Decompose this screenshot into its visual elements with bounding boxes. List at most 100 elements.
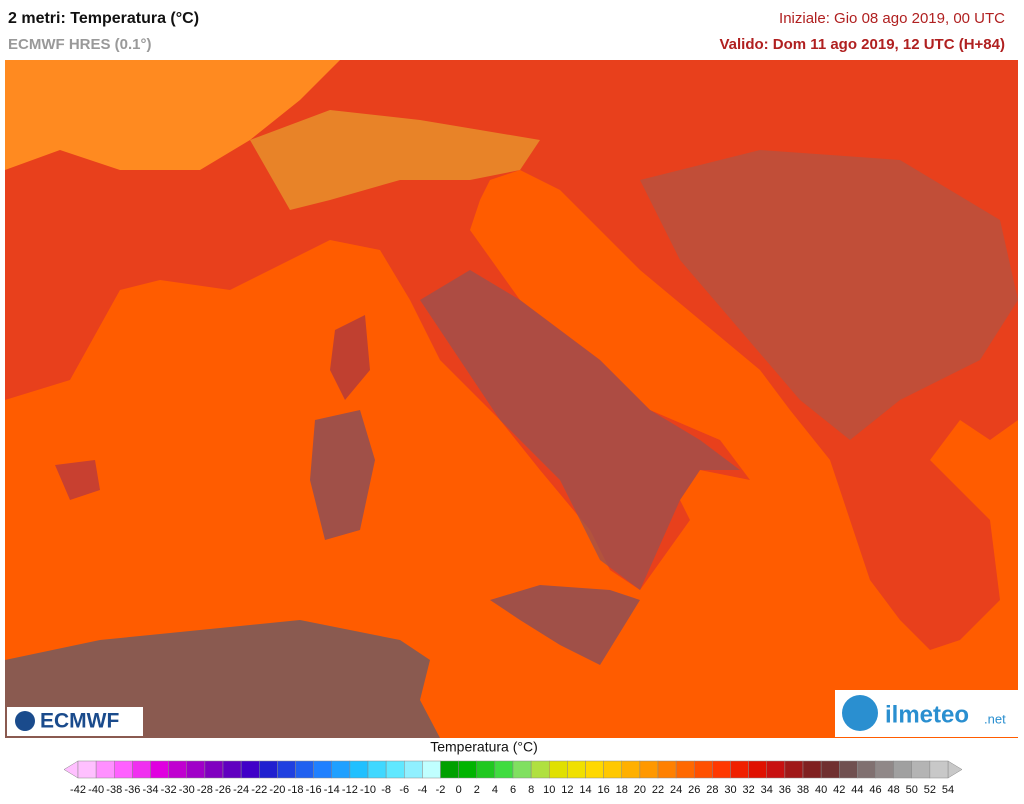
sardinia	[310, 410, 375, 540]
colorbar-tick-label: 36	[779, 784, 791, 796]
color-swatch	[114, 760, 133, 779]
color-swatch	[512, 760, 532, 779]
ecmwf-logo: ECMWF	[7, 707, 143, 736]
color-swatch	[675, 760, 695, 779]
colorbar-tick-label: 0	[456, 784, 462, 796]
logo-text: ECMWF	[40, 710, 119, 733]
colorbar-tick-label: 10	[543, 784, 555, 796]
color-swatch	[639, 760, 659, 779]
colorbar-tick-label: 48	[888, 784, 900, 796]
color-swatch	[277, 760, 296, 779]
colorbar-tick-label: -42	[70, 784, 86, 796]
color-swatch	[585, 760, 604, 779]
logo-suffix: .net	[984, 711, 1006, 726]
colorbar-tick-label: 12	[561, 784, 573, 796]
colorbar-tick-label: 4	[492, 784, 498, 796]
colorbar-tick-label: -38	[106, 784, 122, 796]
colorbar-tick-label: 2	[474, 784, 480, 796]
colorbar-tick-label: 32	[743, 784, 755, 796]
colorbar: -42 -40 -38 -36 -34 -32 -30 -28 -26 -24 -22 -20 -18-…	[63, 760, 963, 796]
colorbar-tick-label: 40	[815, 784, 827, 796]
color-swatch	[911, 760, 931, 779]
color-swatch	[331, 760, 351, 779]
color-swatch	[820, 760, 840, 779]
color-swatch	[494, 760, 514, 779]
color-swatch	[222, 760, 242, 779]
map	[5, 60, 1018, 738]
color-swatch	[766, 760, 786, 779]
colorbar-tick-label: -28	[197, 784, 213, 796]
colorbar-tick-label: 42	[833, 784, 845, 796]
color-swatch	[240, 760, 260, 779]
color-swatch	[530, 760, 550, 779]
color-swatch	[694, 760, 713, 779]
colorbar-tick-label: -2	[436, 784, 446, 796]
color-swatch	[367, 760, 387, 779]
logo-icon	[842, 695, 878, 731]
valid-time: Valido: Dom 11 ago 2019, 12 UTC (H+84)	[719, 36, 1005, 53]
color-swatch	[77, 760, 97, 779]
color-swatch	[549, 760, 568, 779]
color-swatch	[748, 760, 767, 779]
colorbar-tick-label: 22	[652, 784, 664, 796]
color-swatch	[657, 760, 677, 779]
color-swatch	[150, 760, 169, 779]
color-swatch	[730, 760, 749, 779]
land-balkans	[640, 150, 1018, 440]
colorbar-tick-label: 16	[598, 784, 610, 796]
colorbar-tick-label: 44	[851, 784, 863, 796]
title: 2 metri: Temperatura (°C)	[8, 10, 199, 27]
color-swatch	[567, 760, 586, 779]
init-time: Iniziale: Gio 08 ago 2019, 00 UTC	[779, 10, 1005, 27]
colorbar-tick-label: 20	[634, 784, 646, 796]
color-swatch	[313, 760, 332, 779]
color-swatch	[404, 760, 423, 779]
colorbar-tick-label: 8	[528, 784, 534, 796]
colorbar-arrow-low	[63, 760, 79, 779]
land-italy	[420, 270, 740, 590]
colorbar-tick-label: -40	[88, 784, 104, 796]
color-swatch	[95, 760, 115, 779]
land-alps	[250, 110, 540, 210]
colorbar-tick-label: 26	[688, 784, 700, 796]
color-swatch	[186, 760, 206, 779]
subtitle: ECMWF HRES (0.1°)	[8, 36, 152, 53]
color-swatch	[476, 760, 496, 779]
colorbar-tick-label: -36	[124, 784, 140, 796]
color-swatch	[295, 760, 314, 779]
colorbar-tick-label: -20	[269, 784, 285, 796]
logo-icon	[15, 711, 35, 731]
colorbar-title: Temperatura (°C)	[430, 739, 538, 755]
color-swatch	[458, 760, 477, 779]
color-swatch	[893, 760, 912, 779]
colorbar-tick-label: -30	[179, 784, 195, 796]
colorbar-tick-label: 30	[724, 784, 736, 796]
colorbar-tick-label: -12	[342, 784, 358, 796]
color-swatch	[168, 760, 187, 779]
colorbar-tick-label: -32	[161, 784, 177, 796]
color-swatch	[784, 760, 804, 779]
colorbar-tick-label: 28	[706, 784, 718, 796]
colorbar-tick-label: -8	[381, 784, 391, 796]
sicily	[490, 585, 640, 665]
color-swatch	[349, 760, 369, 779]
color-swatch	[132, 760, 151, 779]
colorbar-tick-label: 18	[616, 784, 628, 796]
colorbar-tick-label: 54	[942, 784, 954, 796]
colorbar-tick-label: -6	[399, 784, 409, 796]
colorbar-tick-label: 6	[510, 784, 516, 796]
logo-text: ilmeteo	[885, 701, 969, 728]
color-swatch	[929, 760, 949, 779]
colorbar-tick-label: -16	[306, 784, 322, 796]
color-swatch	[204, 760, 224, 779]
color-swatch	[839, 760, 858, 779]
colorbar-tick-label: 50	[906, 784, 918, 796]
colorbar-tick-label: 46	[869, 784, 881, 796]
colorbar-tick-label: -26	[215, 784, 231, 796]
color-swatch	[802, 760, 822, 779]
colorbar-tick-label: 52	[924, 784, 936, 796]
colorbar-tick-label: -22	[251, 784, 267, 796]
colorbar-tick-label: 24	[670, 784, 682, 796]
